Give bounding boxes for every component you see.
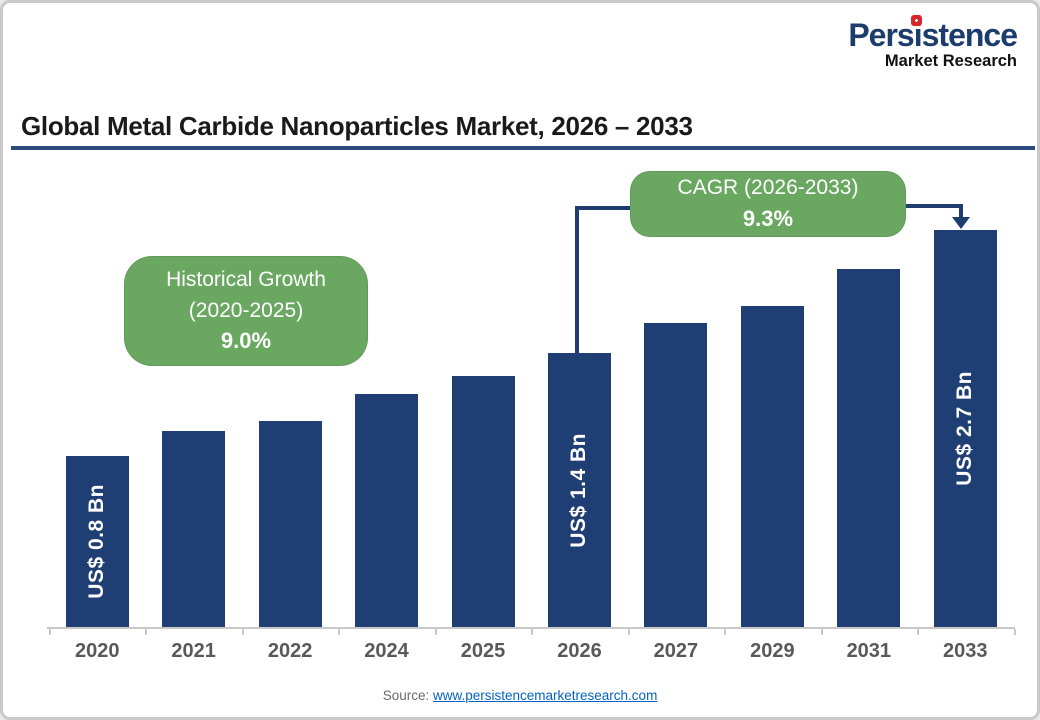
x-tick-label-2033: 2033 [943,640,988,662]
historical-growth-value: 9.0% [220,328,272,354]
bar-2033: US$ 2.7 Bn [933,230,997,627]
bar-value-label-2020: US$ 0.8 Bn [85,484,109,599]
x-tick-label-2022: 2022 [267,640,313,662]
x-axis-tick-8 [820,629,823,635]
historical-growth-period: (2020-2025) [188,298,304,322]
x-tick-label-2027: 2027 [653,640,699,662]
bar-2027 [644,323,708,627]
brand-name-text: Persistence [848,17,1018,53]
bar-value-label-2026: US$ 1.4 Bn [567,432,591,548]
brand-name: Persistence [848,15,1018,53]
x-axis-tick-4 [434,629,437,635]
connector-line-to-2033-bar [959,204,963,218]
bar-2024 [355,394,419,627]
bar-2025 [451,376,515,627]
x-axis-tick-1 [145,629,148,635]
x-tick-label-2031: 2031 [846,640,892,662]
cagr-label: CAGR (2026-2033) [677,176,859,200]
x-axis-tick-9 [917,629,920,635]
connector-line-from-2026-bar [575,206,579,353]
connector-line-left-horizontal [575,206,635,210]
x-tick-label-2026: 2026 [557,640,602,662]
historical-growth-callout: Historical Growth (2020-2025) 9.0% [124,256,368,366]
logo-star-icon [911,15,923,26]
bar-2029 [740,306,804,627]
arrow-down-icon [952,217,970,229]
bar-2021 [162,431,226,627]
bar-2026: US$ 1.4 Bn [547,353,611,627]
x-tick-label-2021: 2021 [171,640,216,662]
x-axis-tick-0 [49,629,51,635]
cagr-value: 9.3% [742,205,794,231]
source-line: Source: www.persistencemarketresearch.co… [3,688,1037,703]
brand-logo: Persistence Market Research [848,15,1018,70]
title-underline [11,146,1035,150]
x-axis-tick-5 [531,629,534,635]
x-axis-tick-3 [338,629,341,635]
x-tick-label-2025: 2025 [460,640,506,662]
brand-tagline: Market Research [884,52,1017,70]
historical-growth-label: Historical Growth [166,268,326,292]
x-axis-tick-2 [241,629,244,635]
cagr-callout: CAGR (2026-2033) 9.3% [630,171,906,237]
source-label: Source: [382,688,430,703]
x-axis-line [47,627,1015,629]
x-axis-tick-7 [724,629,727,635]
x-tick-label-2020: 2020 [74,640,120,662]
x-axis-tick-6 [627,629,630,635]
x-tick-label-2029: 2029 [750,640,795,662]
plot-area: US$ 0.8 Bn 2020 2021 2022 2024 2025 US$ 1.4 Bn… [3,3,1037,717]
bar-value-label-2033: US$ 2.7 Bn [953,371,977,486]
bar-2020: US$ 0.8 Bn [65,456,129,627]
x-tick-label-2024: 2024 [364,640,409,662]
page-title: Global Metal Carbide Nanoparticles Marke… [21,111,693,141]
bar-2022 [258,421,322,627]
x-axis-tick-10 [1013,629,1016,635]
source-link[interactable]: www.persistencemarketresearch.com [432,688,658,703]
connector-line-right-horizontal [901,204,961,208]
bar-2031 [837,269,901,627]
